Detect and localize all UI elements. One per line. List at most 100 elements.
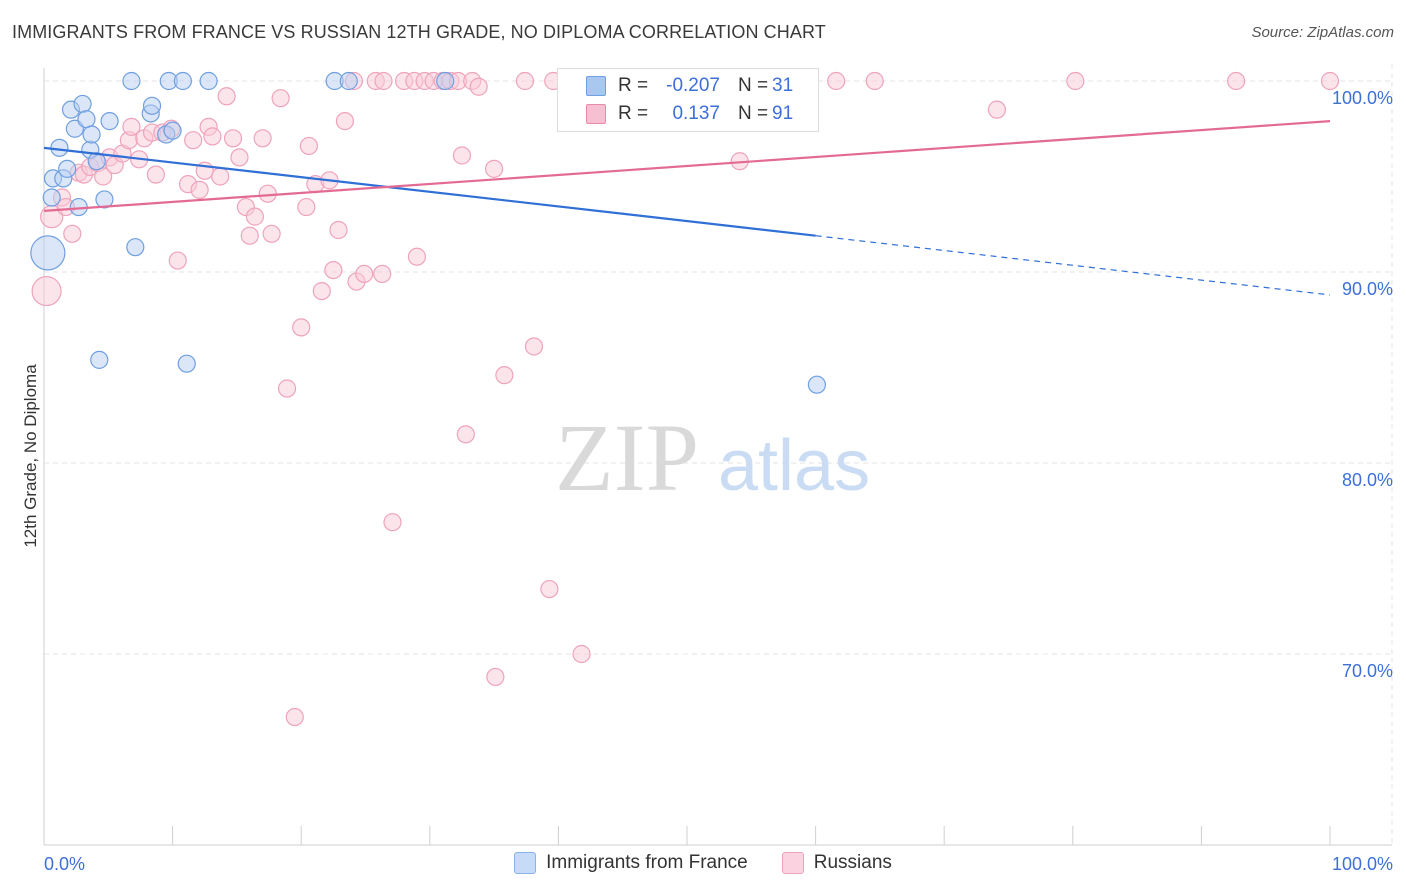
r-value: 0.137 — [672, 103, 720, 124]
y-tick-label: 100.0% — [1332, 88, 1393, 108]
data-point — [77, 110, 96, 129]
data-point — [230, 148, 249, 167]
data-point — [177, 354, 196, 373]
watermark-zip: ZIP — [555, 404, 699, 511]
data-point — [217, 87, 236, 106]
data-point — [495, 366, 514, 385]
data-point — [1320, 71, 1340, 91]
r-label: R = — [618, 103, 649, 124]
data-point — [285, 707, 304, 727]
gridlines — [44, 64, 1393, 845]
trend-line — [43, 120, 1331, 212]
stats-row-france: R = -0.207 N = 31 — [558, 71, 818, 101]
legend: Immigrants from France Russians — [0, 852, 1406, 874]
data-point — [456, 425, 475, 444]
data-point — [253, 129, 272, 148]
data-point — [827, 71, 846, 91]
data-point — [82, 125, 101, 144]
data-point — [142, 96, 162, 115]
data-point — [485, 159, 504, 178]
data-point — [58, 159, 77, 178]
legend-label-france: Immigrants from France — [546, 852, 748, 873]
data-point — [292, 318, 311, 337]
data-point — [299, 136, 319, 156]
data-point — [324, 260, 343, 280]
legend-label-russians: Russians — [813, 852, 892, 873]
data-point — [240, 226, 259, 245]
r-value: -0.207 — [666, 75, 720, 96]
stats-swatch-france — [586, 76, 606, 96]
data-point — [339, 71, 358, 91]
legend-item-russians[interactable]: Russians — [781, 852, 892, 874]
data-point — [126, 238, 145, 257]
data-points — [30, 71, 1340, 727]
data-point — [94, 167, 113, 186]
watermark: ZIP atlas — [555, 404, 870, 511]
data-point — [312, 282, 331, 301]
data-point — [987, 100, 1007, 119]
y-tick-label: 70.0% — [1342, 661, 1393, 681]
data-point — [486, 667, 505, 687]
stats-row-russians: R = 0.137 N = 91 — [558, 99, 818, 129]
data-point — [469, 77, 488, 96]
watermark-atlas: atlas — [718, 426, 870, 506]
data-point — [452, 146, 472, 165]
data-point — [1066, 71, 1085, 91]
r-label: R = — [618, 75, 649, 96]
data-point — [211, 167, 230, 186]
tick-labels: 100.0% 90.0% 80.0% 70.0% 0.0% 100.0% — [44, 88, 1393, 874]
data-point — [329, 220, 348, 240]
data-point — [168, 251, 187, 270]
data-point — [95, 190, 114, 209]
data-point — [407, 247, 427, 266]
legend-item-france[interactable]: Immigrants from France — [514, 852, 748, 874]
data-point — [73, 94, 92, 114]
data-point — [87, 152, 106, 171]
stats-swatch-russians — [586, 104, 606, 124]
data-point — [90, 350, 109, 369]
legend-swatch-france — [514, 852, 537, 874]
data-point — [31, 276, 62, 307]
data-point — [262, 224, 281, 243]
data-point — [515, 71, 535, 91]
legend-swatch-russians — [781, 852, 804, 874]
n-value: 31 — [772, 75, 794, 96]
stats-box: R = -0.207 N = 31 R = 0.137 N = 91 — [557, 68, 819, 132]
data-point — [1227, 71, 1246, 91]
data-point — [271, 89, 290, 108]
data-point — [436, 71, 455, 91]
data-point — [355, 264, 374, 284]
data-point — [184, 131, 203, 150]
x-tick-label: 0.0% — [44, 854, 85, 874]
data-point — [199, 71, 218, 91]
trend-line-extension — [815, 235, 1331, 296]
n-label: N = — [738, 103, 769, 124]
n-value: 91 — [772, 103, 794, 124]
data-point — [163, 121, 182, 140]
data-point — [383, 513, 402, 532]
data-point — [277, 379, 297, 398]
trend-lines — [43, 120, 1331, 296]
data-point — [122, 71, 141, 91]
y-tick-label: 90.0% — [1342, 279, 1393, 299]
data-point — [173, 71, 192, 91]
data-point — [374, 71, 393, 91]
data-point — [42, 188, 61, 207]
data-point — [146, 165, 165, 184]
data-point — [30, 235, 66, 271]
data-point — [63, 224, 82, 243]
data-point — [373, 264, 392, 284]
data-point — [223, 129, 243, 148]
data-point — [203, 127, 222, 146]
x-tick-label: 100.0% — [1332, 854, 1393, 874]
y-axis-label: 12th Grade, No Diploma — [21, 364, 40, 548]
data-point — [335, 112, 355, 131]
data-point — [245, 207, 265, 226]
data-point — [524, 337, 544, 356]
n-label: N = — [738, 75, 769, 96]
data-point — [540, 579, 559, 599]
data-point — [807, 375, 826, 394]
source-label: Source: ZipAtlas.com — [1251, 24, 1394, 41]
trend-line — [43, 146, 816, 237]
